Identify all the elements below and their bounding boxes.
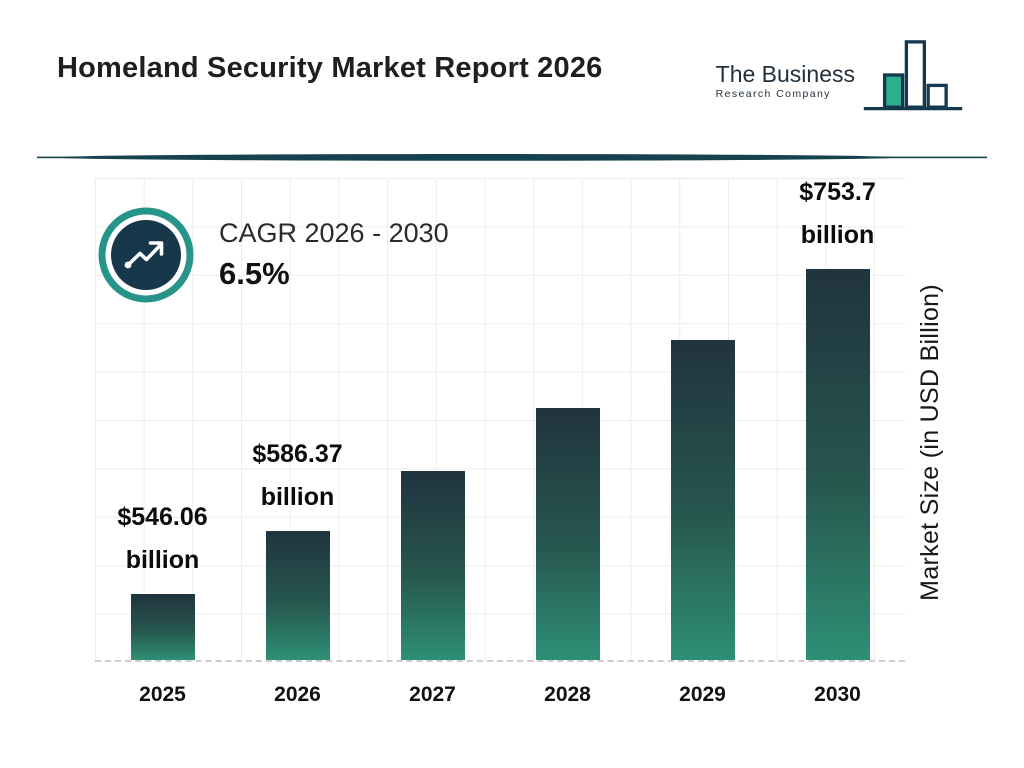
bar-slot-2027: 2027 xyxy=(365,178,500,706)
x-axis-label-2030: 2030 xyxy=(814,683,861,706)
logo-text: The Business Research Company xyxy=(716,62,855,100)
divider-line xyxy=(37,154,987,161)
bar-slot-2028: 2028 xyxy=(500,178,635,706)
trend-up-icon xyxy=(98,207,194,303)
x-axis-label-2028: 2028 xyxy=(544,683,591,706)
bar-2026 xyxy=(265,531,330,660)
bar-slot-2025: $546.06 billion 2025 xyxy=(95,178,230,706)
bar-value-label-2025: $546.06 billion xyxy=(117,503,208,574)
bar-slot-2030: $753.7 billion 2030 xyxy=(770,178,905,706)
bar-chart-logo-icon xyxy=(863,40,963,111)
company-logo: The Business Research Company xyxy=(716,36,966,114)
x-axis-label-2025: 2025 xyxy=(139,683,186,706)
cagr-badge: CAGR 2026 - 2030 6.5% xyxy=(97,206,449,304)
cagr-range-label: CAGR 2026 - 2030 xyxy=(219,218,449,248)
bar-value-label-2026: $586.37 billion xyxy=(252,440,343,511)
bar-slot-2029: 2029 xyxy=(635,178,770,706)
plot-area: $546.06 billion 2025 $586.37 billion 2026 2027… xyxy=(95,178,905,706)
y-axis-title: Market Size (in USD Billion) xyxy=(915,283,944,601)
bar-value-label-2030: $753.7 billion xyxy=(799,178,876,249)
bar-2025 xyxy=(130,594,195,660)
bar-2029 xyxy=(670,340,735,660)
bar-2027 xyxy=(400,471,465,660)
logo-text-secondary: Research Company xyxy=(715,88,831,100)
x-axis-label-2026: 2026 xyxy=(274,683,321,706)
bar-2030 xyxy=(805,269,870,660)
page-title: Homeland Security Market Report 2026 xyxy=(57,52,603,84)
bar-2028 xyxy=(535,408,600,660)
cagr-text: CAGR 2026 - 2030 6.5% xyxy=(219,218,449,292)
bar-slot-2026: $586.37 billion 2026 xyxy=(230,178,365,706)
cagr-value: 6.5% xyxy=(219,256,290,291)
y-axis-title-wrap: Market Size (in USD Billion) xyxy=(903,200,957,684)
x-axis-label-2029: 2029 xyxy=(679,683,726,706)
logo-text-primary: The Business xyxy=(715,60,855,87)
x-axis-label-2027: 2027 xyxy=(409,683,456,706)
